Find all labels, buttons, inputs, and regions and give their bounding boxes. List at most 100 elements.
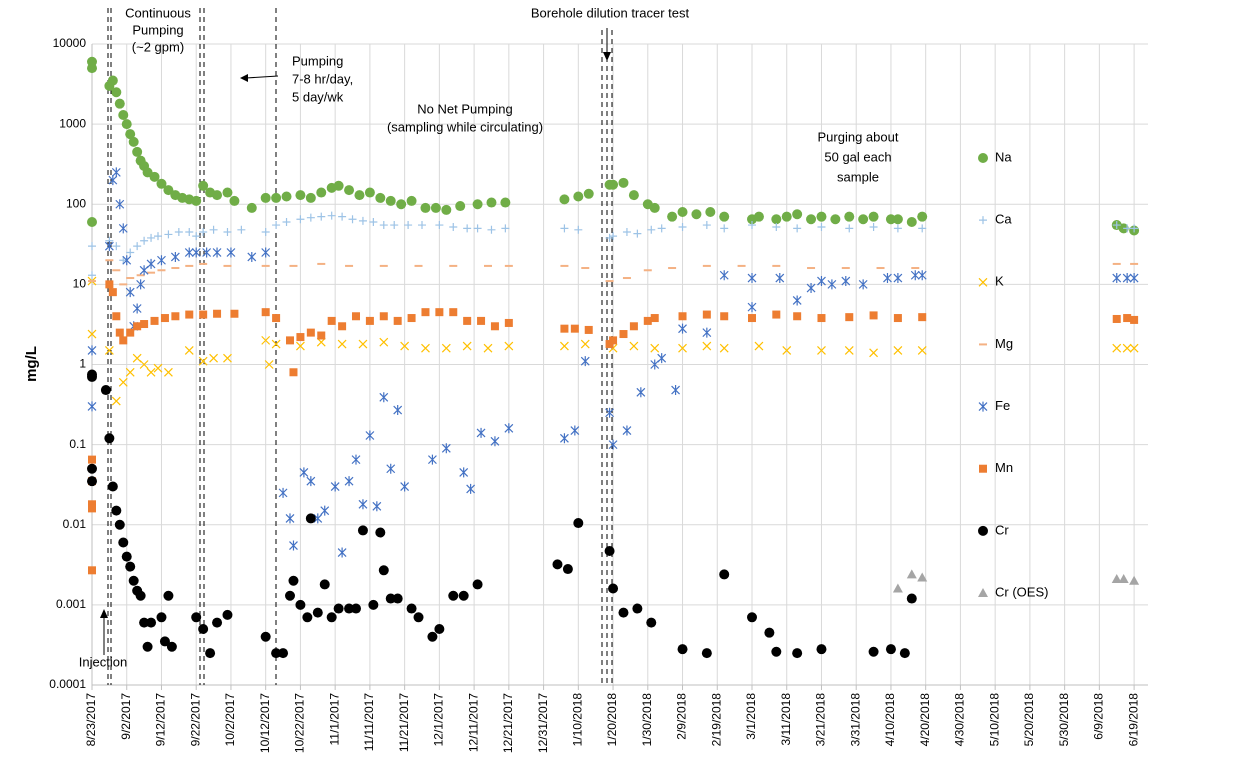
series	[87, 167, 1139, 558]
marker	[1129, 343, 1139, 353]
marker	[132, 303, 142, 314]
marker	[316, 187, 327, 198]
marker	[406, 603, 417, 614]
marker	[108, 288, 117, 297]
marker	[448, 590, 459, 601]
marker	[678, 312, 687, 321]
marker	[793, 312, 802, 321]
marker	[560, 324, 569, 333]
marker	[125, 129, 136, 140]
marker	[628, 190, 639, 201]
marker	[771, 646, 782, 657]
marker	[154, 232, 162, 241]
marker	[185, 228, 194, 237]
marker	[472, 579, 483, 590]
marker	[830, 214, 841, 225]
x-tick-label: 12/31/2017	[536, 693, 550, 753]
marker	[163, 590, 174, 601]
marker	[104, 241, 114, 252]
marker	[126, 248, 135, 257]
arrow	[245, 75, 279, 79]
marker	[213, 309, 222, 318]
marker	[562, 564, 573, 575]
marker	[212, 190, 223, 201]
marker	[379, 337, 389, 347]
marker	[115, 199, 125, 210]
marker	[883, 273, 892, 284]
x-tick-label: 10/12/2017	[258, 693, 272, 753]
legend-marker	[979, 216, 987, 225]
marker	[305, 192, 316, 203]
marker	[358, 499, 368, 510]
marker	[1111, 574, 1122, 584]
marker	[421, 343, 430, 353]
marker	[271, 192, 282, 203]
x-tick-label: 1/10/2018	[570, 693, 584, 747]
marker	[650, 314, 659, 323]
marker	[88, 455, 96, 464]
marker	[156, 612, 167, 623]
marker	[87, 329, 97, 339]
marker	[868, 211, 879, 222]
marker	[122, 255, 132, 266]
x-tick-label: 9/22/2017	[188, 693, 202, 747]
y-tick-label: 1000	[59, 116, 86, 130]
marker	[719, 343, 729, 353]
marker	[153, 363, 163, 373]
legend-label: Na	[995, 149, 1012, 164]
marker	[289, 368, 298, 377]
legend-label: Ca	[995, 212, 1012, 227]
x-tick-label: 11/21/2017	[397, 693, 411, 752]
marker	[229, 195, 240, 206]
legend-label: Cr (OES)	[995, 584, 1048, 599]
x-tick-label: 9/2/2017	[119, 693, 133, 740]
marker	[604, 546, 615, 557]
marker	[1112, 221, 1121, 230]
marker	[174, 228, 183, 237]
marker	[264, 360, 274, 369]
marker	[1129, 575, 1140, 585]
marker	[156, 178, 167, 189]
marker	[295, 190, 306, 201]
marker	[449, 223, 458, 232]
legend-label: Fe	[995, 398, 1010, 413]
marker	[671, 385, 681, 396]
marker	[608, 583, 619, 594]
marker	[132, 146, 143, 157]
marker	[396, 199, 407, 210]
marker	[1123, 224, 1132, 233]
marker	[87, 56, 97, 67]
y-tick-label: 10	[73, 277, 87, 291]
marker	[115, 328, 124, 337]
annotation: 7-8 hr/day,	[292, 71, 353, 86]
annotation: 5 day/wk	[292, 89, 344, 104]
x-tick-label: 10/2/2017	[223, 693, 237, 747]
marker	[338, 212, 347, 221]
marker	[133, 322, 142, 331]
marker	[121, 119, 132, 130]
marker	[149, 171, 160, 182]
marker	[278, 487, 288, 498]
marker	[281, 191, 292, 202]
x-tick-label: 6/19/2018	[1126, 693, 1140, 747]
marker	[817, 276, 826, 287]
marker	[352, 312, 360, 321]
marker	[192, 232, 201, 241]
marker	[260, 192, 271, 203]
marker	[1129, 273, 1139, 284]
x-tick-label: 12/21/2017	[501, 693, 515, 753]
x-tick-label: 6/9/2018	[1092, 693, 1106, 740]
marker	[1130, 224, 1139, 233]
marker	[643, 316, 652, 325]
marker	[146, 367, 156, 377]
marker	[400, 481, 410, 492]
marker	[633, 229, 642, 238]
marker	[701, 648, 712, 659]
marker	[88, 271, 96, 280]
data-marks	[87, 56, 1140, 659]
marker	[139, 360, 149, 369]
marker	[781, 211, 792, 222]
marker	[107, 75, 118, 86]
marker	[327, 211, 336, 220]
